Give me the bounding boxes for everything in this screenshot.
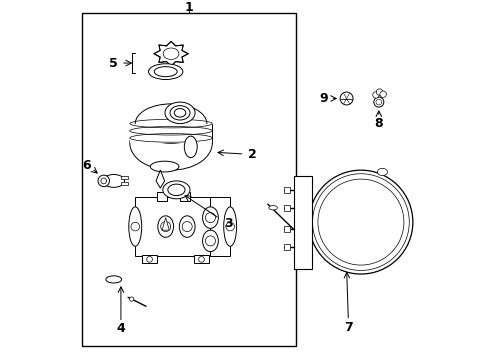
Text: 2: 2 [248, 148, 257, 161]
Circle shape [101, 178, 106, 184]
Circle shape [182, 221, 192, 231]
Bar [157, 192, 166, 201]
Text: 8: 8 [374, 117, 383, 130]
Circle shape [373, 97, 383, 107]
Text: 5: 5 [109, 57, 118, 69]
Ellipse shape [148, 64, 183, 80]
Text: 6: 6 [82, 159, 91, 172]
Bar [210, 197, 230, 256]
Circle shape [308, 170, 412, 274]
Ellipse shape [158, 216, 173, 237]
Circle shape [131, 222, 139, 231]
Ellipse shape [128, 207, 142, 246]
Circle shape [198, 256, 204, 262]
Circle shape [225, 222, 234, 231]
Bar [284, 244, 289, 251]
Ellipse shape [202, 230, 218, 252]
Ellipse shape [174, 108, 185, 117]
Text: 3: 3 [224, 217, 232, 230]
Ellipse shape [154, 67, 177, 77]
Polygon shape [154, 41, 188, 66]
Ellipse shape [184, 136, 197, 158]
Bar [81, 13, 296, 346]
Ellipse shape [103, 175, 124, 187]
Circle shape [146, 256, 152, 262]
Bar [284, 186, 289, 193]
Text: 1: 1 [184, 1, 193, 14]
Ellipse shape [268, 206, 277, 210]
Circle shape [379, 91, 386, 98]
Circle shape [161, 221, 170, 231]
Ellipse shape [130, 116, 212, 170]
Bar [284, 226, 289, 233]
Circle shape [317, 179, 403, 265]
Ellipse shape [163, 48, 179, 59]
Circle shape [312, 174, 408, 270]
Circle shape [375, 99, 381, 105]
Bar [130, 123, 212, 143]
Bar [142, 255, 157, 263]
Polygon shape [156, 170, 164, 188]
Bar [284, 204, 289, 211]
Ellipse shape [377, 168, 386, 176]
Ellipse shape [224, 207, 236, 246]
Bar [121, 176, 128, 180]
Circle shape [376, 89, 382, 95]
Ellipse shape [179, 216, 195, 237]
Circle shape [205, 213, 215, 222]
Circle shape [372, 92, 378, 98]
Circle shape [129, 297, 134, 301]
Ellipse shape [135, 104, 206, 143]
Circle shape [340, 92, 352, 105]
Text: 9: 9 [319, 92, 327, 105]
Text: 4: 4 [116, 322, 125, 335]
Bar [121, 181, 128, 185]
Ellipse shape [167, 184, 184, 195]
Bar [194, 255, 208, 263]
Ellipse shape [202, 207, 218, 228]
Ellipse shape [170, 106, 190, 120]
Ellipse shape [163, 181, 190, 199]
Circle shape [98, 175, 109, 186]
Ellipse shape [164, 102, 195, 123]
Text: 7: 7 [343, 320, 352, 334]
Bar [135, 197, 210, 256]
Polygon shape [162, 217, 169, 230]
Circle shape [205, 236, 215, 246]
Bar [180, 192, 190, 201]
Ellipse shape [150, 161, 179, 172]
Bar [293, 176, 311, 269]
Ellipse shape [106, 276, 122, 283]
